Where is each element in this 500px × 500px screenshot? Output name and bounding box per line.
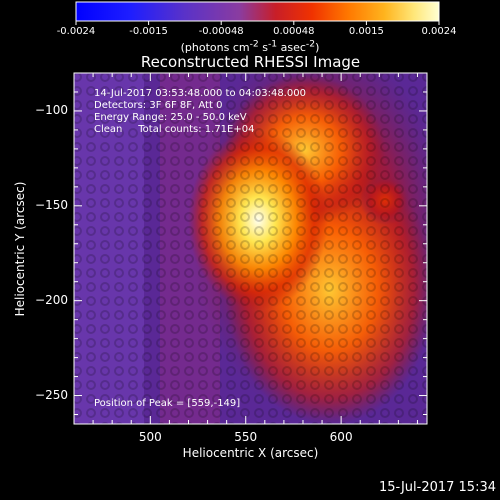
chart-title: Reconstructed RHESSI Image xyxy=(140,53,361,71)
colorbar-tick-label: -0.0024 xyxy=(56,26,96,37)
colorbar-units-label: (photons cm-2 s-1 asec-2) xyxy=(180,38,320,54)
x-tick-label: 550 xyxy=(234,430,258,444)
colorbar-units: (photons cm-2 s-1 asec-2) xyxy=(0,38,500,54)
annotation-energy: Energy Range: 25.0 - 50.0 keV xyxy=(94,112,247,123)
peak-annotation: Position of Peak = [559,-149] xyxy=(94,398,241,409)
x-tick-label: 600 xyxy=(329,430,353,444)
footer-timestamp: 15-Jul-2017 15:34 xyxy=(378,480,496,495)
y-axis-label: Heliocentric Y (arcsec) xyxy=(13,181,27,317)
colorbar-tick-label: 0.00048 xyxy=(273,26,315,37)
y-tick-label: −150 xyxy=(35,197,68,212)
colorbar xyxy=(75,1,440,22)
colorbar-ticks xyxy=(75,21,440,25)
annotation-detectors: Detectors: 3F 6F 8F, Att 0 xyxy=(94,100,223,111)
colorbar-tick-label: -0.0015 xyxy=(129,26,168,37)
y-tick-label: −100 xyxy=(35,102,68,117)
y-tick-label: −250 xyxy=(35,387,68,402)
annotation-clean: Clean Total counts: 1.71E+04 xyxy=(94,124,255,135)
x-axis-label: Heliocentric X (arcsec) xyxy=(182,446,319,460)
y-tick-label: −200 xyxy=(35,292,68,307)
axis-ticks xyxy=(74,73,427,424)
annotation-time: 14-Jul-2017 03:53:48.000 to 04:03:48.000 xyxy=(94,88,306,99)
colorbar-tick-label: -0.00048 xyxy=(198,26,244,37)
plot-frame xyxy=(73,72,428,425)
x-tick-label: 500 xyxy=(138,430,162,444)
colorbar-tick-label: 0.0015 xyxy=(348,26,384,37)
heatmap-image xyxy=(74,73,427,424)
colorbar-tick-label: 0.0024 xyxy=(421,26,457,37)
